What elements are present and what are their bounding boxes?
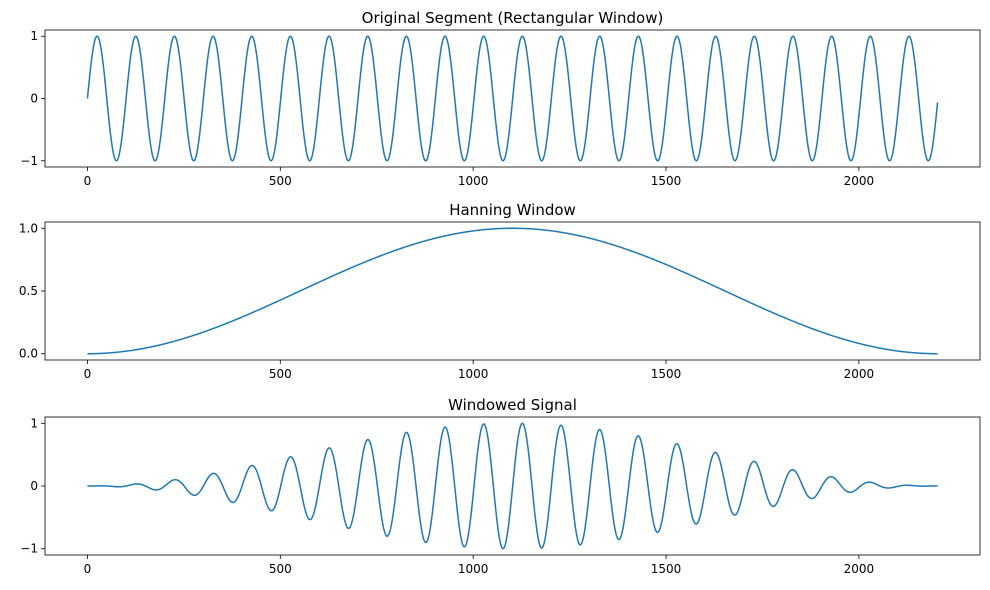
x-tick-label: 2000 (844, 174, 875, 188)
x-tick-label: 0 (84, 174, 92, 188)
subplot-title: Windowed Signal (448, 396, 577, 414)
subplot-title: Hanning Window (449, 201, 576, 219)
x-tick-label: 1000 (458, 174, 489, 188)
x-tick-label: 500 (269, 562, 292, 576)
series-line (87, 227, 938, 355)
y-tick-label: −1 (20, 542, 38, 556)
x-tick-label: 1500 (651, 367, 682, 381)
x-tick-label: 1500 (651, 562, 682, 576)
x-tick-label: 500 (269, 174, 292, 188)
x-tick-label: 1000 (458, 562, 489, 576)
x-tick-label: 1500 (651, 174, 682, 188)
y-tick-label: −1 (20, 154, 38, 168)
axes-frame (44, 221, 981, 361)
y-tick-label: 1.0 (19, 221, 38, 235)
series-line (87, 422, 938, 550)
y-tick-label: 0.0 (19, 347, 38, 361)
subplot-3: Windowed Signal 0 500 1000 1500 2000 −1 0 1 (20, 396, 981, 576)
y-tick-label: 0 (30, 479, 38, 493)
y-tick-label: 1 (30, 29, 38, 43)
x-tick-label: 0 (84, 562, 92, 576)
subplot-2: Hanning Window 0 500 1000 1500 2000 0.0 0.5 1.0 (19, 201, 981, 381)
y-tick-label: 0 (30, 92, 38, 106)
series-line (86, 35, 939, 162)
subplot-title: Original Segment (Rectangular Window) (362, 9, 664, 27)
x-tick-label: 1000 (458, 367, 489, 381)
y-tick-label: 1 (30, 416, 38, 430)
x-tick-label: 2000 (844, 562, 875, 576)
x-tick-label: 500 (269, 367, 292, 381)
x-tick-label: 0 (84, 367, 92, 381)
subplot-1: Original Segment (Rectangular Window) 0 50… (20, 9, 981, 188)
x-tick-label: 2000 (844, 367, 875, 381)
y-tick-label: 0.5 (19, 284, 38, 298)
